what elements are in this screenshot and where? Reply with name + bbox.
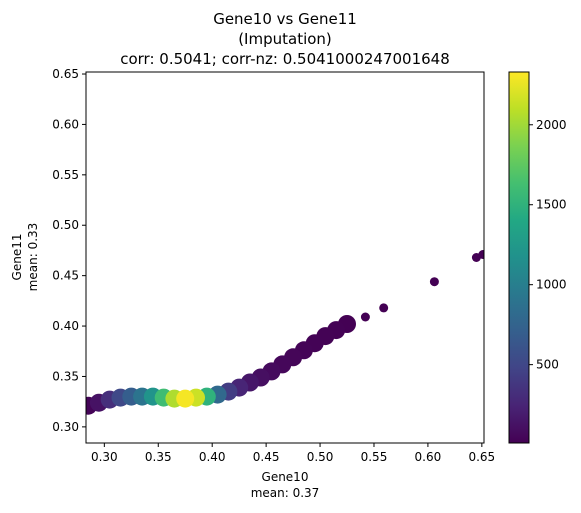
chart-title-line-2: (Imputation) xyxy=(238,30,332,48)
y-tick-label: 0.40 xyxy=(52,319,79,333)
colorbar-tick-label: 500 xyxy=(536,358,559,372)
data-point xyxy=(176,389,195,408)
y-tick-label: 0.60 xyxy=(52,117,79,131)
data-point xyxy=(360,312,370,322)
x-tick-label: 0.55 xyxy=(361,450,388,464)
colorbar-ticks: 500 1000 1500 2000 xyxy=(529,118,567,372)
y-tick-label: 0.50 xyxy=(52,218,79,232)
x-tick-label: 0.50 xyxy=(307,450,334,464)
x-tick-label: 0.45 xyxy=(253,450,280,464)
data-point xyxy=(379,303,389,313)
plot-frame xyxy=(85,71,485,444)
colorbar-tick-label: 2000 xyxy=(536,118,567,132)
y-tick-label: 0.30 xyxy=(52,420,79,434)
x-tick-label: 0.65 xyxy=(468,450,495,464)
data-point xyxy=(429,277,439,287)
y-tick-label: 0.45 xyxy=(52,269,79,283)
y-tick-label: 0.65 xyxy=(52,67,79,81)
plot-area xyxy=(86,72,484,443)
colorbar-tick-label: 1000 xyxy=(536,278,567,292)
x-tick-label: 0.35 xyxy=(145,450,172,464)
y-axis: 0.30 0.35 0.40 0.45 0.50 0.55 0.60 0.65 xyxy=(52,67,86,434)
y-axis-label: Gene11 xyxy=(10,234,24,281)
chart-title-line-3: corr: 0.5041; corr-nz: 0.504100024700164… xyxy=(120,50,450,68)
colorbar xyxy=(508,71,530,444)
data-layer xyxy=(86,250,484,415)
y-axis-mean-label: mean: 0.33 xyxy=(26,223,40,292)
x-tick-label: 0.40 xyxy=(199,450,226,464)
x-axis-label: Gene10 xyxy=(262,470,309,484)
y-tick-label: 0.35 xyxy=(52,369,79,383)
x-tick-label: 0.60 xyxy=(415,450,442,464)
chart-title-line-1: Gene10 vs Gene11 xyxy=(213,10,357,28)
y-tick-label: 0.55 xyxy=(52,168,79,182)
data-point xyxy=(478,250,484,259)
colorbar-tick-label: 1500 xyxy=(536,198,567,212)
x-axis: 0.30 0.35 0.40 0.45 0.50 0.55 0.60 0.65 xyxy=(91,443,495,464)
x-tick-label: 0.30 xyxy=(91,450,118,464)
x-axis-mean-label: mean: 0.37 xyxy=(251,486,320,500)
